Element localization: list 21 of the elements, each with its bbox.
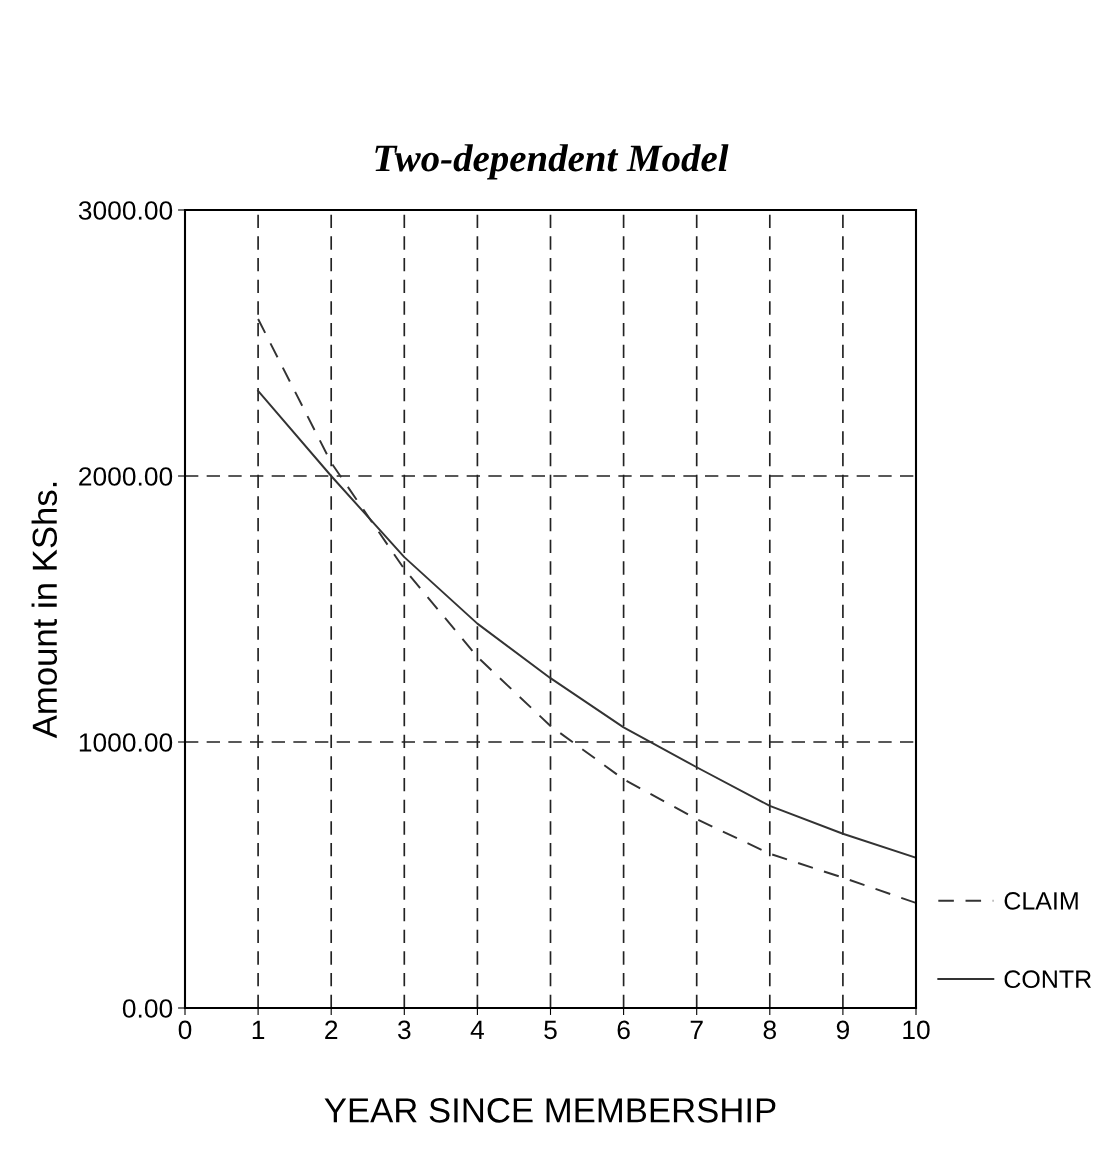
x-tick-label: 2 <box>325 1020 338 1039</box>
x-tick-label: 3 <box>397 1020 411 1040</box>
x-tick-label: 9 <box>836 1020 849 1040</box>
legend-label: CONTR <box>1004 970 1092 989</box>
line-series <box>257 318 916 904</box>
chart-title: Two-dependent Model <box>375 144 729 180</box>
y-tick-label: 2000.00 <box>79 467 173 486</box>
x-tick-label: 8 <box>763 1020 776 1040</box>
x-tick-label: 7 <box>690 1020 703 1039</box>
y-tick-label: 1000.00 <box>79 733 173 752</box>
y-tick-label: 0.00 <box>122 999 173 1018</box>
y-axis-title: Amount in KShs. <box>31 482 58 739</box>
legend-label: CLAIM <box>1004 892 1078 910</box>
x-tick-label: 4 <box>470 1020 484 1039</box>
x-tick-label: 5 <box>544 1020 557 1040</box>
x-tick-label: 10 <box>903 1020 930 1040</box>
y-tick-label: 3000.00 <box>78 201 173 220</box>
x-axis-title: YEAR SINCE MEMBERSHIP <box>324 1098 776 1123</box>
x-tick-label: 6 <box>617 1020 630 1040</box>
x-tick-label: 1 <box>252 1020 265 1039</box>
x-tick-label: 0 <box>178 1020 192 1040</box>
